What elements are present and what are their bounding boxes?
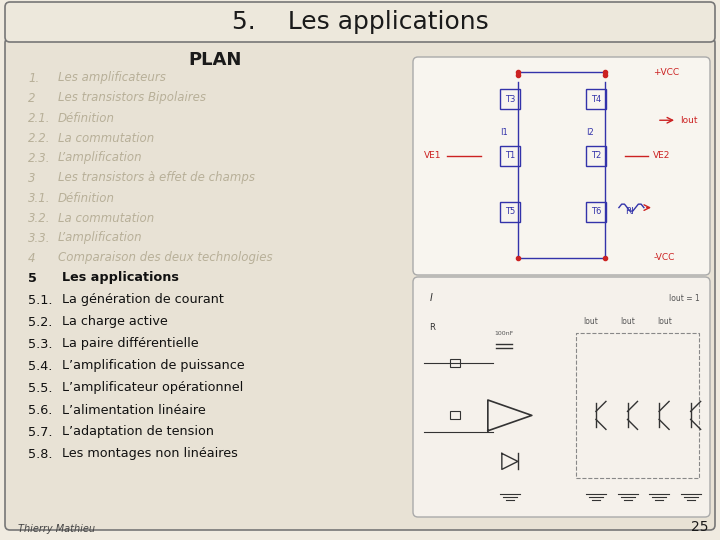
- Text: 1.: 1.: [28, 71, 40, 84]
- Text: La commutation: La commutation: [58, 132, 154, 145]
- Text: PLAN: PLAN: [189, 51, 242, 69]
- Text: La charge active: La charge active: [62, 315, 168, 328]
- Text: La commutation: La commutation: [58, 212, 154, 225]
- Text: R: R: [429, 323, 436, 333]
- Text: Iout: Iout: [620, 316, 635, 326]
- Text: T1: T1: [505, 151, 515, 160]
- Text: L’amplification de puissance: L’amplification de puissance: [62, 360, 245, 373]
- Text: 2.3.: 2.3.: [28, 152, 50, 165]
- Bar: [500, 202, 520, 222]
- Text: 2.2.: 2.2.: [28, 132, 50, 145]
- FancyBboxPatch shape: [413, 277, 710, 517]
- Text: T5: T5: [505, 207, 515, 216]
- FancyBboxPatch shape: [5, 38, 715, 530]
- Text: Définition: Définition: [58, 111, 115, 125]
- Text: 5.3.: 5.3.: [28, 338, 53, 350]
- Text: La génération de courant: La génération de courant: [62, 294, 224, 307]
- Text: I1: I1: [500, 128, 508, 137]
- Bar: [450, 411, 460, 420]
- FancyBboxPatch shape: [5, 2, 715, 42]
- Bar: [586, 146, 606, 166]
- Text: Iout = 1: Iout = 1: [668, 294, 699, 302]
- Text: Les transistors Bipolaires: Les transistors Bipolaires: [58, 91, 206, 105]
- Text: Les montages non linéaires: Les montages non linéaires: [62, 448, 238, 461]
- Bar: [586, 90, 606, 110]
- Bar: [586, 202, 606, 222]
- Text: 5.    Les applications: 5. Les applications: [232, 10, 488, 34]
- Text: 3.2.: 3.2.: [28, 212, 50, 225]
- Text: 25: 25: [690, 520, 708, 534]
- Text: 2.1.: 2.1.: [28, 111, 50, 125]
- Text: VE2: VE2: [653, 151, 671, 160]
- Text: 3.1.: 3.1.: [28, 192, 50, 205]
- Bar: [500, 90, 520, 110]
- Text: T6: T6: [590, 207, 601, 216]
- Text: Iout: Iout: [657, 316, 672, 326]
- Text: 5.4.: 5.4.: [28, 360, 53, 373]
- Text: 4: 4: [28, 252, 35, 265]
- Text: 5.1.: 5.1.: [28, 294, 53, 307]
- Text: VE1: VE1: [424, 151, 441, 160]
- Text: 5.7.: 5.7.: [28, 426, 53, 438]
- Text: Comparaison des deux technologies: Comparaison des deux technologies: [58, 252, 273, 265]
- Text: Les transistors à effet de champs: Les transistors à effet de champs: [58, 172, 255, 185]
- Text: Thierry Mathieu: Thierry Mathieu: [18, 524, 95, 534]
- Text: I2: I2: [586, 128, 594, 137]
- Text: L’alimentation linéaire: L’alimentation linéaire: [62, 403, 206, 416]
- Text: Définition: Définition: [58, 192, 115, 205]
- Text: -VCC: -VCC: [653, 253, 675, 262]
- Text: T4: T4: [591, 95, 601, 104]
- Text: Les applications: Les applications: [62, 272, 179, 285]
- Text: L’amplification: L’amplification: [58, 152, 143, 165]
- Text: L’amplificateur opérationnel: L’amplificateur opérationnel: [62, 381, 243, 395]
- Text: 5.6.: 5.6.: [28, 403, 53, 416]
- Text: T2: T2: [591, 151, 601, 160]
- Text: L’amplification: L’amplification: [58, 232, 143, 245]
- Text: 5.2.: 5.2.: [28, 315, 53, 328]
- Text: 2: 2: [28, 91, 35, 105]
- Text: 3: 3: [28, 172, 35, 185]
- Text: +VCC: +VCC: [653, 68, 680, 77]
- Text: I: I: [429, 293, 432, 303]
- Bar: [500, 146, 520, 166]
- Text: 100nF: 100nF: [495, 332, 514, 336]
- Text: La paire différentielle: La paire différentielle: [62, 338, 199, 350]
- Text: Les amplificateurs: Les amplificateurs: [58, 71, 166, 84]
- Text: T3: T3: [505, 95, 515, 104]
- Text: 5: 5: [28, 272, 37, 285]
- Text: Iout: Iout: [582, 316, 598, 326]
- Bar: [450, 359, 460, 367]
- Text: 5.5.: 5.5.: [28, 381, 53, 395]
- Text: 5.8.: 5.8.: [28, 448, 53, 461]
- Text: 3.3.: 3.3.: [28, 232, 50, 245]
- FancyBboxPatch shape: [413, 57, 710, 275]
- Text: L’adaptation de tension: L’adaptation de tension: [62, 426, 214, 438]
- Text: RI: RI: [625, 207, 634, 216]
- Text: Iout: Iout: [680, 116, 698, 125]
